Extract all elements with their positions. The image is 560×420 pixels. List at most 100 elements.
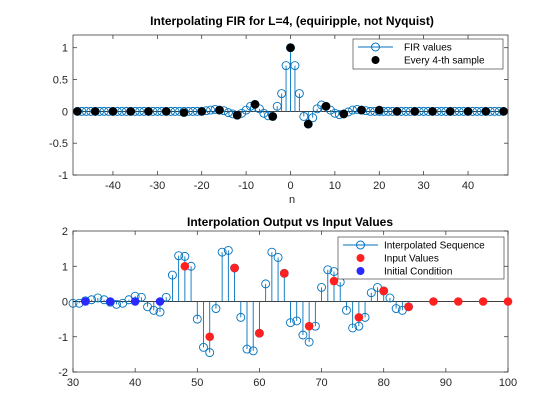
interp-interpolated-sequence-point bbox=[68, 298, 78, 308]
fir-every-4-th-sample-point bbox=[268, 112, 278, 121]
fir-every-4-th-sample-point bbox=[303, 119, 313, 129]
interp-input-values-point bbox=[279, 269, 289, 278]
fir-fir-values-point bbox=[135, 106, 145, 116]
fir-every-4-th-sample-point bbox=[215, 105, 224, 115]
interp-initial-condition-point bbox=[155, 297, 165, 306]
fir-every-4-th-sample-point bbox=[339, 109, 349, 119]
interp-interpolated-sequence-point bbox=[93, 293, 103, 303]
interp-interpolated-sequence-point bbox=[317, 282, 327, 292]
fir-every-4-th-sample-point bbox=[410, 107, 420, 116]
fir-every-4-th-sample-point bbox=[374, 105, 384, 115]
fir-every-4-th-sample-point bbox=[499, 107, 508, 116]
fir-every-4-th-sample-point bbox=[250, 100, 260, 109]
fir-y-tick-label: 0.5 bbox=[53, 75, 68, 87]
fir-legend-entry-1: FIR values bbox=[404, 43, 452, 54]
interp-legend-box bbox=[337, 236, 505, 280]
fir-fir-values-point bbox=[254, 104, 264, 114]
fir-y-tick-label: 0 bbox=[62, 106, 68, 118]
interp-legend: Interpolated Sequence Input Values Initi… bbox=[337, 236, 505, 280]
interp-input-values-point bbox=[230, 263, 239, 273]
fir-fir-values-point bbox=[383, 106, 393, 116]
interp-interpolated-sequence-point bbox=[161, 292, 171, 302]
interp-initial-condition-point bbox=[130, 297, 140, 306]
interp-chart-title: Interpolation Output vs Input Values bbox=[187, 215, 393, 229]
interp-x-tick-label: 40 bbox=[129, 377, 141, 389]
fir-legend: FIR values Every 4-th sample bbox=[352, 38, 504, 70]
interp-y-tick-label: 2 bbox=[62, 226, 68, 238]
fir-every-4-th-sample-point bbox=[108, 107, 118, 116]
interp-interpolated-sequence-point bbox=[391, 304, 401, 313]
interp-input-values-point bbox=[180, 261, 190, 271]
fir-chart: Interpolating FIR for L=4, (equiripple, … bbox=[49, 14, 509, 206]
interp-interpolated-sequence-point bbox=[323, 265, 333, 275]
fir-fir-values-point bbox=[472, 106, 482, 116]
fir-fir-values-point bbox=[436, 106, 446, 116]
fir-y-tick-label: -1 bbox=[58, 170, 68, 182]
fir-every-4-th-sample-point bbox=[179, 108, 189, 117]
interp-y-tick-label: 1 bbox=[62, 261, 68, 273]
interp-input-values-point bbox=[503, 297, 513, 306]
interp-x-tick-label: 100 bbox=[499, 377, 517, 389]
fir-every-4-th-sample-point bbox=[445, 107, 455, 116]
interp-interpolated-sequence-point bbox=[155, 307, 165, 317]
fir-every-4-th-sample-point bbox=[321, 101, 331, 111]
fir-fir-values-point bbox=[419, 106, 429, 116]
fir-legend-entry-2: Every 4-th sample bbox=[404, 56, 485, 67]
interp-interpolated-sequence-point bbox=[205, 348, 215, 358]
interp-interpolated-sequence-point bbox=[223, 245, 233, 255]
fir-fir-values-point bbox=[188, 106, 198, 116]
fir-every-4-th-sample-point bbox=[463, 107, 473, 116]
fir-fir-values-point bbox=[170, 106, 180, 116]
fir-every-4-th-sample-point bbox=[286, 43, 295, 53]
fir-x-tick-label: -20 bbox=[194, 180, 210, 192]
interp-x-tick-label: 30 bbox=[67, 377, 79, 389]
interp-interpolated-sequence-point bbox=[267, 247, 277, 257]
fir-every-4-th-sample-point bbox=[392, 107, 402, 116]
fir-marks bbox=[72, 43, 509, 129]
fir-every-4-th-sample-point bbox=[90, 107, 100, 116]
interp-interpolated-sequence-point bbox=[136, 292, 146, 302]
fir-every-4-th-sample-point bbox=[197, 107, 207, 116]
interp-input-values-point bbox=[255, 328, 264, 338]
interp-interpolated-sequence-point bbox=[366, 288, 376, 298]
interp-interpolated-sequence-point bbox=[211, 304, 221, 313]
fir-y-tick-label: -0.5 bbox=[49, 138, 68, 150]
fir-every-4-th-sample-point bbox=[73, 107, 82, 116]
interp-x-tick-label: 80 bbox=[378, 377, 390, 389]
interp-x-tick-label: 90 bbox=[440, 377, 452, 389]
fir-x-tick-label: 10 bbox=[329, 180, 341, 192]
interp-input-values-point bbox=[478, 297, 488, 306]
interp-interpolated-sequence-point bbox=[167, 270, 177, 280]
fir-every-4-th-sample-point bbox=[357, 105, 366, 115]
fir-fir-values-point bbox=[294, 89, 304, 98]
fir-x-tick-label: -30 bbox=[149, 180, 165, 192]
interp-input-values-point bbox=[304, 321, 314, 331]
interp-input-values-point bbox=[329, 276, 339, 286]
interp-input-values-point bbox=[404, 302, 413, 312]
interp-interpolated-sequence-point bbox=[341, 305, 351, 315]
fir-every-4-th-sample-point bbox=[481, 107, 491, 116]
fir-fir-values-point bbox=[99, 106, 109, 116]
fir-every-4-th-sample-point bbox=[161, 107, 171, 116]
fir-fir-values-point bbox=[365, 106, 375, 116]
interp-x-tick-label: 50 bbox=[191, 377, 203, 389]
interp-interpolated-sequence-point bbox=[298, 330, 308, 340]
fir-fir-values-point bbox=[81, 106, 91, 116]
interp-legend-blue-marker bbox=[356, 267, 365, 275]
interp-legend-entry-3: Initial Condition bbox=[384, 267, 452, 278]
fir-every-4-th-sample-point bbox=[232, 110, 242, 120]
fir-x-axis-label: n bbox=[289, 194, 295, 206]
interp-interpolated-sequence-point bbox=[286, 318, 295, 328]
fir-x-tick-label: 20 bbox=[373, 180, 385, 192]
fir-every-4-th-sample-point bbox=[144, 107, 153, 116]
interp-axis-ticks: 30 40 50 60 70 80 90 100 -2 -1 0 1 2 bbox=[58, 226, 517, 389]
fir-x-tick-label: -40 bbox=[105, 180, 121, 192]
interp-marks bbox=[68, 245, 513, 358]
interp-interpolated-sequence-point bbox=[348, 323, 358, 333]
interp-interpolated-sequence-point bbox=[261, 279, 271, 289]
interp-interpolated-sequence-point bbox=[292, 316, 302, 326]
fir-x-tick-label: 40 bbox=[462, 180, 474, 192]
interp-legend-open-marker bbox=[356, 240, 365, 250]
fir-x-tick-label: 30 bbox=[418, 180, 430, 192]
